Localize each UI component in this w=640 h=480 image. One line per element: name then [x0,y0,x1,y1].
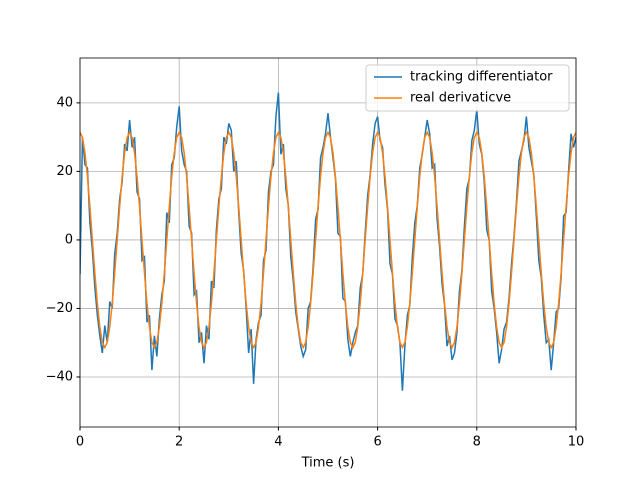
y-tick-label: −40 [46,369,73,384]
x-axis-label: Time (s) [301,456,355,471]
y-tick-label: −20 [46,301,73,316]
y-tick-label: 20 [56,164,73,179]
legend-box [365,64,570,112]
x-tick-label: 6 [373,435,381,450]
legend-label: tracking differentiator [410,70,553,85]
x-tick-label: 0 [76,435,84,450]
plot-frame [79,57,577,428]
y-tick-label: 0 [65,232,73,247]
legend-label: real derivaticve [410,91,511,106]
x-tick-label: 8 [473,435,481,450]
y-tick-label: 40 [56,95,73,110]
x-tick-label: 2 [175,435,183,450]
series-line [80,130,576,350]
x-tick-label: 4 [274,435,282,450]
x-tick-label: 10 [568,435,585,450]
